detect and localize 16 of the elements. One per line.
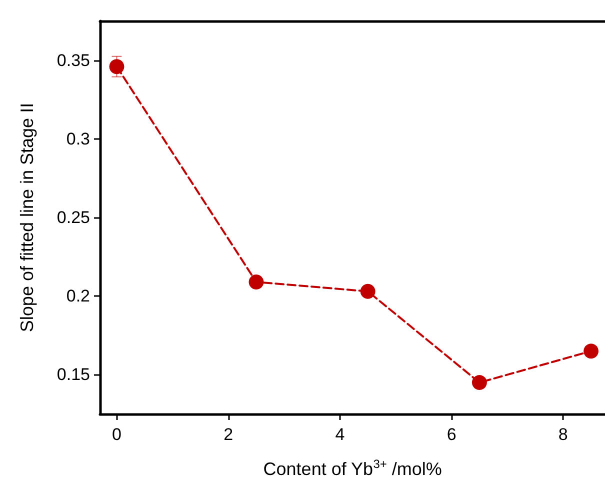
y-tick-label: 0.25 <box>56 208 90 227</box>
point <box>472 375 487 390</box>
y-axis-title: Slope of fitted line in Stage II <box>17 102 37 332</box>
x-tick-label: 2 <box>224 425 234 444</box>
y-tick-label: 0.15 <box>56 365 90 384</box>
x-tick-label: 4 <box>335 425 345 444</box>
y-tick-label: 0.3 <box>66 129 90 148</box>
y-tick-label: 0.35 <box>56 50 90 70</box>
x-tick-label: 0 <box>112 425 122 444</box>
y-tick-label: 0.2 <box>66 286 90 306</box>
x-tick-label: 6 <box>446 425 456 444</box>
point <box>248 274 264 290</box>
x-tick-label: 8 <box>558 425 568 444</box>
point <box>109 59 124 74</box>
point <box>584 344 599 359</box>
point <box>360 284 376 299</box>
